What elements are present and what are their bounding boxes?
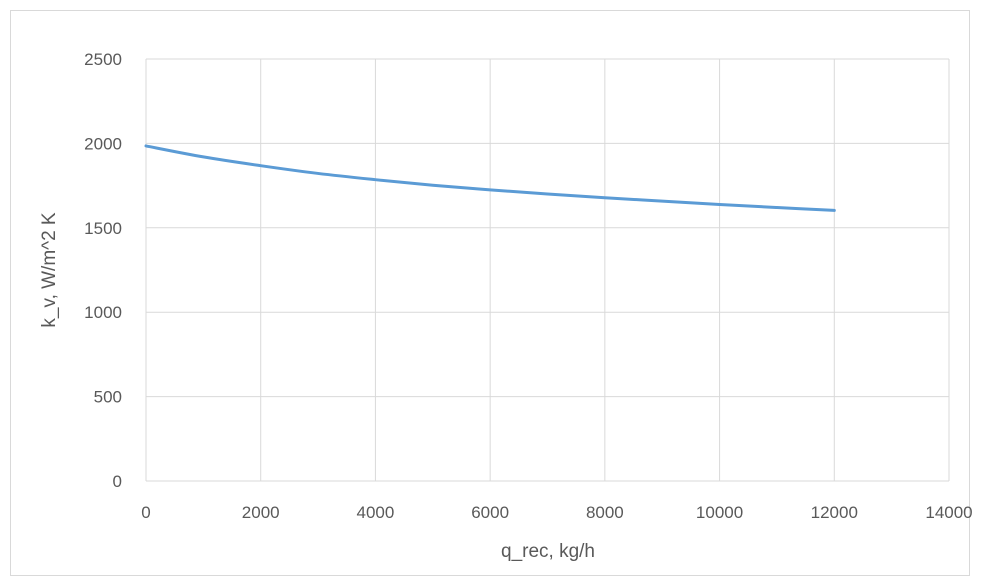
grid-lines [146, 59, 949, 481]
x-axis-title: q_rec, kg/h [501, 541, 595, 562]
x-tick-label: 14000 [925, 503, 972, 522]
y-tick-label: 0 [113, 472, 122, 491]
x-tick-label: 8000 [586, 503, 624, 522]
y-axis-tick-labels: 0 500 1000 1500 2000 2500 [84, 50, 122, 491]
x-tick-label: 10000 [696, 503, 743, 522]
x-tick-label: 0 [141, 503, 150, 522]
x-tick-label: 12000 [811, 503, 858, 522]
y-axis-title: k_v, W/m^2 K [39, 212, 60, 328]
y-tick-label: 2500 [84, 50, 122, 69]
y-tick-label: 500 [94, 388, 122, 407]
y-tick-label: 1500 [84, 219, 122, 238]
y-tick-label: 2000 [84, 134, 122, 153]
x-tick-label: 6000 [471, 503, 509, 522]
y-tick-label: 1000 [84, 303, 122, 322]
x-axis-tick-labels: 0 2000 4000 6000 8000 10000 12000 14000 [141, 503, 972, 522]
x-tick-label: 4000 [357, 503, 395, 522]
x-tick-label: 2000 [242, 503, 280, 522]
